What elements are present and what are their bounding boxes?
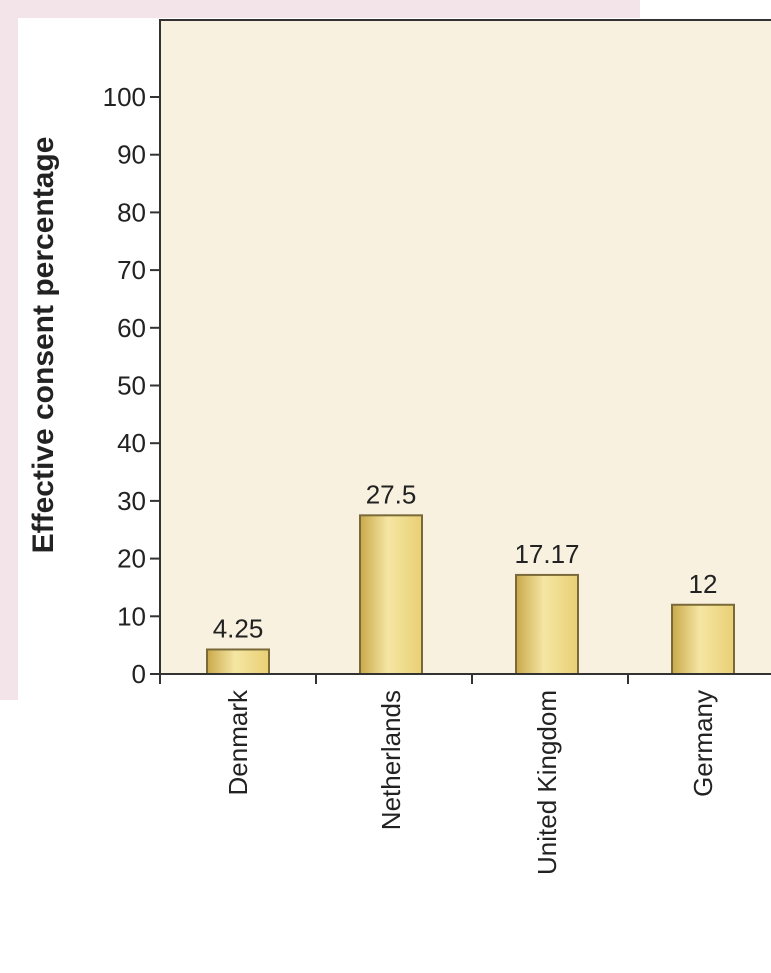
x-tick-label: Germany [688,690,718,797]
y-tick-label: 10 [117,601,146,631]
data-label-group: 4.25 27.5 17.17 12 [213,479,718,643]
plot-area [159,19,771,675]
bar-netherlands [359,514,423,676]
background-tint [0,0,18,700]
bar-group [206,514,735,676]
y-tick-label: 40 [117,428,146,458]
x-tick-label: United Kingdom [532,690,562,875]
x-tick-label: Denmark [223,689,253,795]
y-tick-label: 30 [117,486,146,516]
bar-denmark [206,648,270,675]
y-tick-label: 90 [117,140,146,170]
y-axis: 0 10 20 30 40 50 60 70 80 90 100 [103,20,161,689]
y-tick-label: 60 [117,313,146,343]
y-tick-label: 100 [103,82,146,112]
data-label: 12 [689,569,718,599]
bar-germany [671,603,735,676]
y-axis-label: Effective consent percentage [27,137,60,554]
x-axis: Denmark Netherlands United Kingdom Germany [150,673,771,875]
y-tick-label: 0 [132,659,146,689]
bar-united-kingdom [515,573,579,675]
y-tick-label: 80 [117,197,146,227]
data-label: 17.17 [514,539,579,569]
data-label: 4.25 [213,613,264,643]
x-tick-label: Netherlands [376,690,406,830]
y-tick-label: 50 [117,371,146,401]
y-tick-label: 70 [117,255,146,285]
y-tick-label: 20 [117,544,146,574]
data-label: 27.5 [366,479,417,509]
background-tint [0,0,640,18]
